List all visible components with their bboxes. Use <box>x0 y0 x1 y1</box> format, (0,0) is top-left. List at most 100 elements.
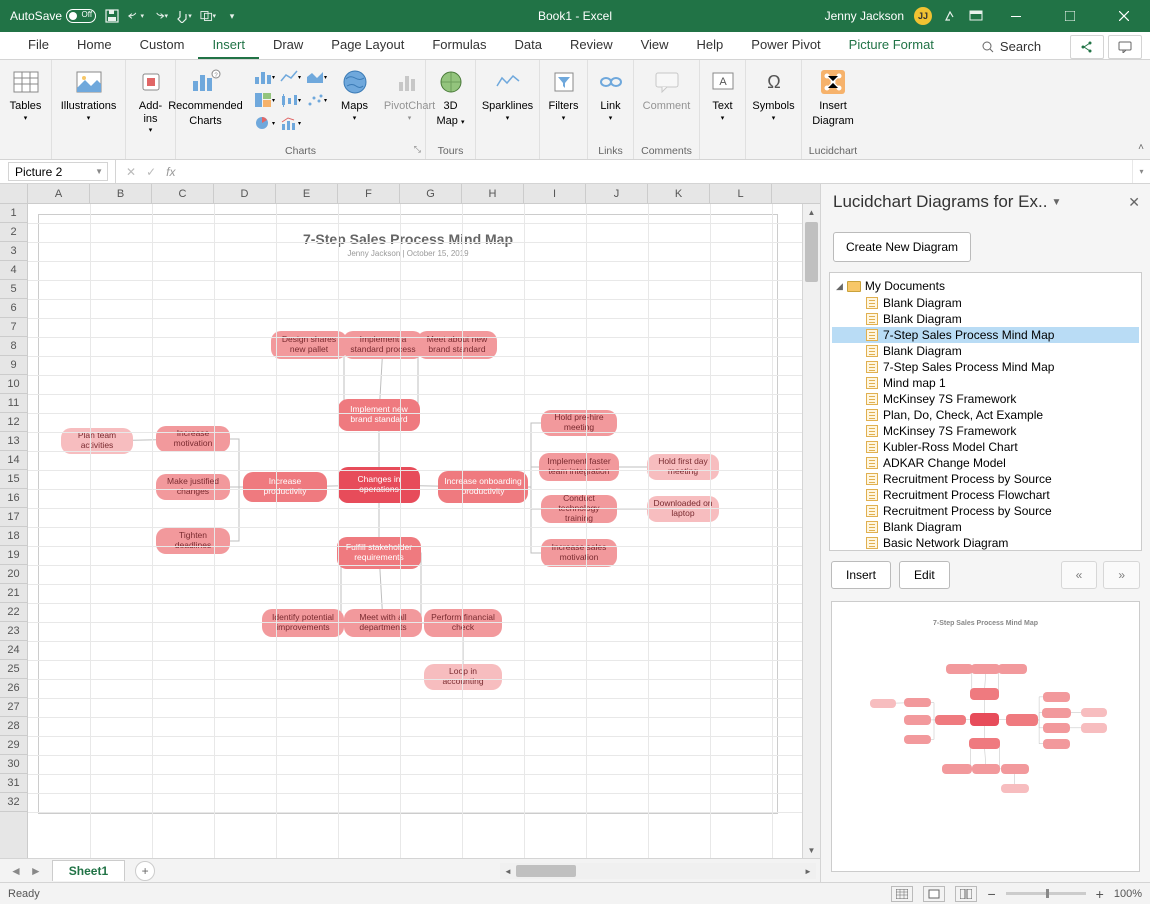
filters-button[interactable]: Filters ▾ <box>544 64 584 125</box>
row-header[interactable]: 16 <box>0 489 27 508</box>
chart-bar-icon[interactable]: ▾ <box>253 66 277 88</box>
tables-button[interactable]: Tables ▾ <box>6 64 46 125</box>
expand-formula-icon[interactable]: ▾ <box>1132 160 1150 183</box>
row-header[interactable]: 26 <box>0 679 27 698</box>
ribbon-display-icon[interactable] <box>968 8 984 24</box>
sparklines-button[interactable]: Sparklines ▾ <box>478 64 537 125</box>
row-header[interactable]: 28 <box>0 717 27 736</box>
ribbon-tab-insert[interactable]: Insert <box>198 32 259 59</box>
zoom-in-icon[interactable]: + <box>1096 886 1104 902</box>
col-header[interactable]: D <box>214 184 276 203</box>
col-header[interactable]: G <box>400 184 462 203</box>
maximize-button[interactable] <box>1048 0 1092 32</box>
redo-icon[interactable]: ▾ <box>152 8 168 24</box>
tree-item[interactable]: Mind map 1 <box>832 375 1139 391</box>
tree-item[interactable]: Kubler-Ross Model Chart <box>832 439 1139 455</box>
row-header[interactable]: 27 <box>0 698 27 717</box>
row-header[interactable]: 9 <box>0 356 27 375</box>
search-tab[interactable]: Search <box>968 34 1055 59</box>
tree-item[interactable]: Blank Diagram <box>832 519 1139 535</box>
hscroll-thumb[interactable] <box>516 865 576 877</box>
tree-item[interactable]: 7-Step Sales Process Mind Map <box>832 327 1139 343</box>
row-header[interactable]: 19 <box>0 546 27 565</box>
ribbon-tab-view[interactable]: View <box>627 32 683 59</box>
collapse-ribbon-icon[interactable]: ˄ <box>1138 142 1144 153</box>
horizontal-scrollbar[interactable]: ◄ ► <box>500 863 816 879</box>
ribbon-tab-review[interactable]: Review <box>556 32 627 59</box>
vertical-scrollbar[interactable]: ▲ ▼ <box>802 204 820 858</box>
col-header[interactable]: B <box>90 184 152 203</box>
ribbon-tab-picture-format[interactable]: Picture Format <box>835 32 948 59</box>
zoom-level[interactable]: 100% <box>1114 888 1142 900</box>
ribbon-tab-file[interactable]: File <box>14 32 63 59</box>
text-button[interactable]: A Text ▾ <box>703 64 743 125</box>
row-header[interactable]: 5 <box>0 280 27 299</box>
link-button[interactable]: Link ▾ <box>591 64 631 125</box>
zoom-out-icon[interactable]: − <box>987 886 995 902</box>
row-header[interactable]: 17 <box>0 508 27 527</box>
row-header[interactable]: 23 <box>0 622 27 641</box>
chart-combo-icon[interactable]: ▾ <box>279 112 303 134</box>
col-header[interactable]: F <box>338 184 400 203</box>
qat-customize-icon[interactable]: ▾ <box>224 8 240 24</box>
comment-button[interactable]: Comment <box>639 64 695 115</box>
qat-more-icon[interactable]: ▾ <box>200 8 216 24</box>
fx-icon[interactable]: fx <box>166 165 175 179</box>
row-header[interactable]: 25 <box>0 660 27 679</box>
row-header[interactable]: 3 <box>0 242 27 261</box>
document-tree[interactable]: ◢ My Documents Blank DiagramBlank Diagra… <box>829 272 1142 551</box>
panel-close-icon[interactable]: ✕ <box>1128 194 1140 211</box>
row-header[interactable]: 32 <box>0 793 27 812</box>
col-header[interactable]: I <box>524 184 586 203</box>
next-page-button[interactable]: » <box>1103 561 1140 589</box>
row-header[interactable]: 31 <box>0 774 27 793</box>
chart-area-icon[interactable]: ▾ <box>305 66 329 88</box>
sheet-tab[interactable]: Sheet1 <box>52 860 125 881</box>
row-header[interactable]: 6 <box>0 299 27 318</box>
zoom-slider[interactable] <box>1006 892 1086 895</box>
ribbon-tab-page-layout[interactable]: Page Layout <box>317 32 418 59</box>
row-header[interactable]: 29 <box>0 736 27 755</box>
page-layout-view-icon[interactable] <box>923 886 945 902</box>
chart-hier-icon[interactable]: ▾ <box>253 89 277 111</box>
ribbon-tab-help[interactable]: Help <box>683 32 738 59</box>
tree-item[interactable]: Blank Diagram <box>832 295 1139 311</box>
user-name[interactable]: Jenny Jackson <box>825 9 904 23</box>
3dmap-button[interactable]: 3D Map ▾ <box>431 64 471 129</box>
chart-stat-icon[interactable]: ▾ <box>279 89 303 111</box>
tree-item[interactable]: ADKAR Change Model <box>832 455 1139 471</box>
cancel-formula-icon[interactable]: ✕ <box>126 165 136 179</box>
prev-page-button[interactable]: « <box>1061 561 1098 589</box>
col-header[interactable]: H <box>462 184 524 203</box>
enter-formula-icon[interactable]: ✓ <box>146 165 156 179</box>
ribbon-tab-draw[interactable]: Draw <box>259 32 317 59</box>
touch-mode-icon[interactable]: ▾ <box>176 8 192 24</box>
coming-soon-icon[interactable] <box>942 8 958 24</box>
ribbon-tab-data[interactable]: Data <box>501 32 556 59</box>
charts-dialog-launcher[interactable]: ⤡ <box>414 144 421 155</box>
row-header[interactable]: 24 <box>0 641 27 660</box>
row-header[interactable]: 12 <box>0 413 27 432</box>
row-header[interactable]: 1 <box>0 204 27 223</box>
tree-item[interactable]: Blank Diagram <box>832 311 1139 327</box>
vscroll-thumb[interactable] <box>805 222 818 282</box>
illustrations-button[interactable]: Illustrations ▾ <box>57 64 121 125</box>
hscroll-right-icon[interactable]: ► <box>800 867 816 876</box>
row-header[interactable]: 30 <box>0 755 27 774</box>
tree-item[interactable]: Recruitment Process Flowchart <box>832 487 1139 503</box>
scroll-down-icon[interactable]: ▼ <box>803 842 820 858</box>
formula-input[interactable] <box>185 160 1132 183</box>
comments-button[interactable] <box>1108 35 1142 59</box>
scroll-up-icon[interactable]: ▲ <box>803 204 820 220</box>
minimize-button[interactable] <box>994 0 1038 32</box>
close-button[interactable] <box>1102 0 1146 32</box>
save-icon[interactable] <box>104 8 120 24</box>
tab-nav-next-icon[interactable]: ► <box>30 864 42 878</box>
row-header[interactable]: 4 <box>0 261 27 280</box>
tree-item[interactable]: Recruitment Process by Source <box>832 471 1139 487</box>
tree-item[interactable]: Blank Diagram <box>832 343 1139 359</box>
col-header[interactable]: C <box>152 184 214 203</box>
new-sheet-button[interactable]: + <box>135 861 155 881</box>
row-header[interactable]: 15 <box>0 470 27 489</box>
cells-grid[interactable]: 7-Step Sales Process Mind Map Jenny Jack… <box>28 204 802 858</box>
